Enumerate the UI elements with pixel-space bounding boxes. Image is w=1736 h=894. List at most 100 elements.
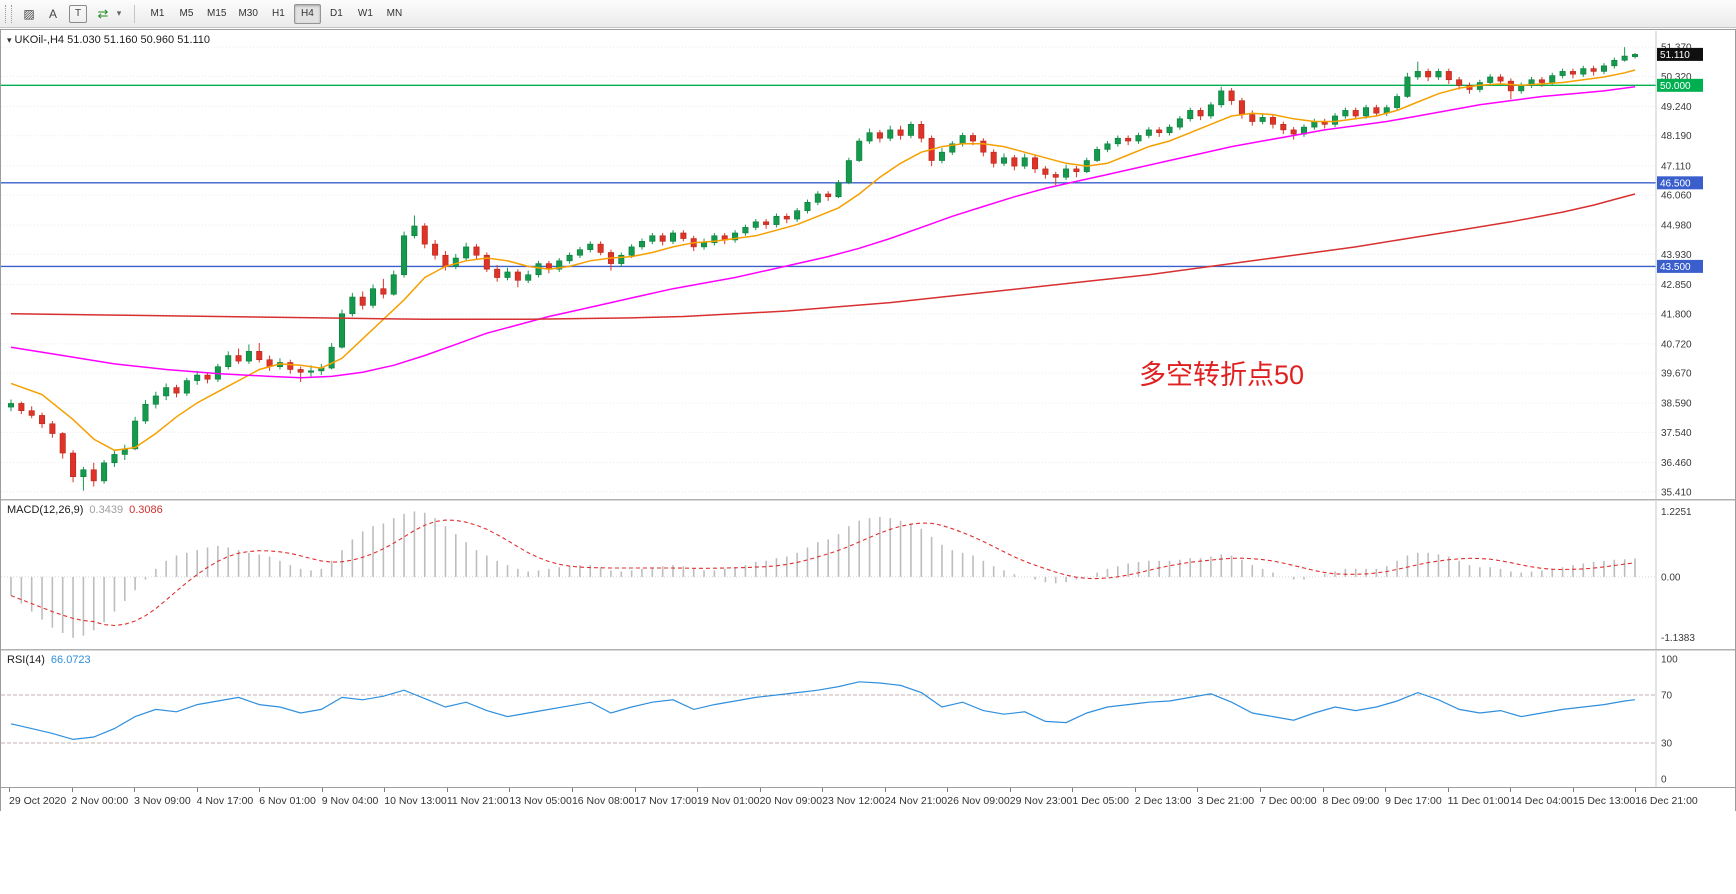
svg-text:35.410: 35.410 — [1661, 487, 1692, 498]
time-axis-label: 9 Nov 04:00 — [321, 795, 379, 807]
time-tick — [1197, 788, 1199, 792]
chart-window: 51.37050.32049.24048.19047.11046.06044.9… — [0, 29, 1736, 812]
time-axis-label: 11 Dec 01:00 — [1447, 795, 1510, 807]
rsi-value: 66.0723 — [50, 654, 91, 666]
macd-main-value: 0.3439 — [89, 504, 124, 516]
macd-panel-canvas[interactable]: 1.2251 0.00 -1.1383 — [1, 501, 1736, 649]
svg-text:46.060: 46.060 — [1661, 191, 1692, 202]
timeframe-button-h1[interactable]: H1 — [265, 4, 292, 24]
time-tick — [1134, 788, 1136, 792]
time-tick — [1572, 788, 1574, 792]
time-tick — [384, 788, 386, 792]
time-axis-label: 20 Nov 09:00 — [759, 795, 823, 807]
time-axis-label: 1 Dec 05:00 — [1072, 795, 1129, 807]
ma-line-slow-red — [10, 193, 1636, 321]
svg-text:43.930: 43.930 — [1661, 250, 1692, 261]
time-tick — [71, 788, 73, 792]
svg-text:70: 70 — [1661, 691, 1673, 702]
text-annotation-icon[interactable]: A — [48, 6, 57, 21]
price-chart-canvas[interactable]: 51.37050.32049.24048.19047.11046.06044.9… — [1, 31, 1736, 499]
rsi-panel-canvas[interactable]: 100 70 30 0 — [1, 651, 1736, 787]
time-tick — [321, 788, 323, 792]
macd-signal-line — [10, 519, 1636, 627]
time-tick — [697, 788, 699, 792]
svg-text:-1.1383: -1.1383 — [1661, 633, 1695, 644]
time-tick — [1260, 788, 1261, 792]
time-axis[interactable]: 29 Oct 2020 2 Nov 00:00 3 Nov 09:00 4 Nov 1… — [1, 787, 1735, 812]
time-tick — [947, 788, 949, 792]
time-tick — [1072, 788, 1074, 792]
timeframe-button-m15[interactable]: M15 — [202, 4, 231, 24]
current-price-tag — [1657, 47, 1703, 61]
rsi-axis-labels[interactable]: 100 70 30 0 — [1661, 655, 1678, 786]
hatch-pattern-icon[interactable]: ▨ — [23, 6, 35, 21]
time-axis-label: 19 Nov 01:00 — [697, 795, 760, 807]
svg-text:0: 0 — [1661, 775, 1667, 786]
rsi-line — [10, 681, 1636, 741]
time-tick — [759, 788, 761, 792]
timeframe-button-h4[interactable]: H4 — [293, 3, 321, 24]
time-axis-label: 16 Dec 21:00 — [1635, 795, 1698, 807]
time-axis-label: 29 Nov 23:00 — [1009, 795, 1073, 807]
timeframe-group: M1 M5 M15 M30 H1 H4 D1 W1 MN — [143, 3, 409, 24]
timeframe-button-m5[interactable]: M5 — [173, 4, 200, 24]
timeframe-button-d1[interactable]: D1 — [323, 4, 350, 24]
svg-text:46.500: 46.500 — [1660, 178, 1691, 189]
text-frame-icon[interactable]: T — [69, 4, 87, 23]
svg-text:50.000: 50.000 — [1660, 81, 1691, 92]
svg-text:36.460: 36.460 — [1661, 458, 1692, 469]
macd-name: MACD(12,26,9) — [7, 504, 84, 516]
timeframe-button-m1[interactable]: M1 — [144, 4, 171, 24]
chart-text-annotation[interactable]: 多空转折点50 — [1139, 360, 1305, 390]
svg-text:49.240: 49.240 — [1661, 102, 1692, 113]
time-axis-label: 13 Nov 05:00 — [509, 795, 572, 807]
time-tick — [884, 788, 886, 792]
macd-histogram — [10, 511, 1636, 638]
toolbar-separator — [134, 4, 135, 23]
time-tick — [9, 788, 10, 792]
time-tick — [1322, 788, 1324, 792]
time-axis-label: 2 Dec 13:00 — [1134, 795, 1192, 807]
symbol-cycle-icon[interactable]: ⇄ — [97, 5, 109, 21]
macd-indicator-label: MACD(12,26,9) 0.3439 0.3086 — [7, 504, 163, 516]
time-axis-label: 10 Nov 13:00 — [384, 795, 447, 807]
time-tick — [1447, 788, 1449, 792]
time-axis-label: 29 Oct 2020 — [9, 795, 67, 807]
time-axis-label: 2 Nov 00:00 — [71, 795, 129, 807]
time-tick — [1385, 788, 1387, 792]
candles — [8, 47, 1639, 491]
drawing-tool-group: ▨ A T ⇄ ▾ — [17, 3, 126, 25]
svg-text:37.540: 37.540 — [1661, 428, 1692, 439]
time-axis-label: 16 Nov 08:00 — [571, 795, 635, 807]
svg-text:48.190: 48.190 — [1661, 131, 1692, 142]
timeframe-button-m30[interactable]: M30 — [233, 4, 262, 24]
dropdown-caret-icon[interactable]: ▾ — [116, 8, 122, 18]
time-axis-label: 14 Dec 04:00 — [1510, 795, 1573, 807]
panel-separator[interactable] — [1, 499, 1735, 501]
timeframe-button-mn[interactable]: MN — [381, 4, 408, 24]
chart-symbol-period: UKOil-,H4 — [14, 34, 65, 46]
time-tick — [822, 788, 824, 792]
one-click-trading-icon[interactable]: ▾ — [7, 35, 12, 45]
svg-text:43.500: 43.500 — [1660, 262, 1691, 273]
time-tick — [259, 788, 261, 792]
time-axis-label: 6 Nov 01:00 — [259, 795, 316, 807]
macd-signal-value: 0.3086 — [129, 504, 163, 516]
panel-separator[interactable] — [1, 649, 1735, 651]
svg-text:50.320: 50.320 — [1661, 72, 1692, 83]
time-tick — [571, 788, 573, 792]
price-axis-labels[interactable]: 51.37050.32049.24048.19047.11046.06044.9… — [1657, 43, 1703, 499]
macd-axis-labels[interactable]: 1.2251 0.00 -1.1383 — [1661, 507, 1695, 644]
chart-ohlc-values: 51.030 51.160 50.960 51.110 — [67, 34, 211, 46]
time-axis-label: 15 Dec 13:00 — [1572, 795, 1636, 807]
svg-text:44.980: 44.980 — [1661, 221, 1692, 232]
time-tick — [634, 788, 636, 792]
svg-text:100: 100 — [1661, 655, 1678, 666]
ma-line-fast-orange — [10, 69, 1636, 452]
time-tick — [1009, 788, 1011, 792]
svg-text:51.110: 51.110 — [1660, 50, 1690, 61]
toolbar-grip[interactable] — [5, 4, 12, 23]
timeframe-button-w1[interactable]: W1 — [352, 4, 379, 24]
time-axis-label: 4 Nov 17:00 — [196, 795, 254, 807]
svg-text:0.00: 0.00 — [1661, 572, 1681, 583]
